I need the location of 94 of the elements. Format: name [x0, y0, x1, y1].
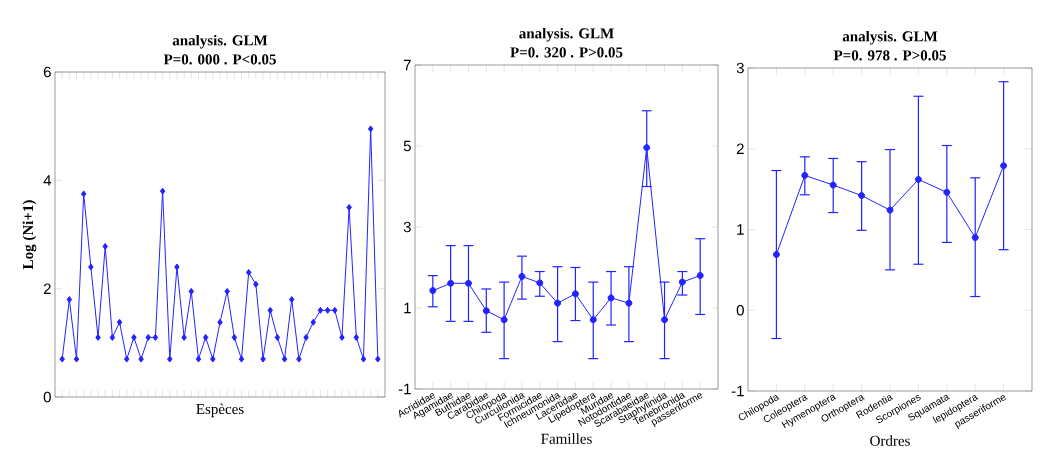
y-tick-label: 3 [736, 62, 744, 74]
point [274, 333, 281, 341]
point [138, 355, 144, 363]
point [429, 287, 437, 295]
point [159, 187, 166, 195]
point [181, 333, 187, 341]
y-tick-label: 4 [43, 175, 52, 186]
point [353, 333, 360, 341]
point [210, 355, 216, 363]
point [971, 234, 979, 242]
point [195, 355, 202, 363]
point [238, 355, 245, 363]
point [607, 294, 615, 302]
x-axis-title: Espèces [196, 403, 244, 418]
chart-title: analysis. GLM [519, 27, 614, 42]
point [73, 355, 80, 363]
point [447, 279, 455, 287]
point [886, 206, 894, 214]
point [625, 299, 633, 307]
y-tick-label: 0 [43, 391, 51, 403]
point [80, 190, 87, 198]
x-axis-title: Familles [541, 433, 592, 444]
y-axis-title: Log (Ni+1) [22, 200, 37, 270]
point [281, 355, 288, 363]
point [167, 355, 173, 363]
point [643, 144, 651, 152]
chart-subtitle: P=0. 978 . P>0.05 [833, 50, 946, 61]
point [482, 307, 490, 315]
point [303, 333, 309, 341]
y-tick-label: 6 [43, 66, 51, 78]
point [253, 280, 259, 288]
point [367, 125, 374, 133]
point [245, 268, 252, 276]
point [536, 279, 544, 287]
y-tick-label: 1 [737, 224, 744, 235]
point [829, 181, 837, 189]
point [332, 306, 338, 314]
point [801, 171, 809, 179]
chart-title: analysis. GLM [842, 30, 938, 45]
point [346, 203, 352, 211]
point [88, 263, 94, 271]
point [589, 316, 597, 324]
point [59, 355, 65, 363]
point [339, 333, 345, 341]
point [231, 333, 238, 341]
point [267, 306, 273, 314]
point [375, 355, 381, 363]
y-tick-label: -1 [398, 383, 411, 395]
y-tick-label: 1 [404, 302, 411, 314]
point [554, 299, 562, 307]
point [500, 316, 508, 324]
point [1000, 162, 1008, 170]
point [66, 296, 73, 303]
point [296, 355, 302, 363]
y-tick-label: 2 [736, 143, 744, 154]
point [518, 272, 526, 280]
point [464, 279, 472, 287]
y-tick-label: -1 [731, 385, 744, 397]
point [324, 306, 331, 314]
point [116, 318, 123, 326]
point [188, 287, 195, 295]
point [678, 278, 686, 286]
point [772, 251, 780, 259]
y-tick-label: 2 [43, 283, 51, 294]
point [152, 333, 159, 341]
y-tick-label: 5 [403, 140, 411, 152]
point [858, 192, 866, 200]
y-tick-label: 7 [403, 59, 411, 71]
point [943, 188, 951, 196]
point [260, 355, 266, 363]
point [289, 296, 295, 303]
point [571, 290, 579, 298]
point [310, 318, 316, 326]
point [174, 263, 180, 271]
point [696, 272, 704, 280]
chart-subtitle: P=0. 000 . P<0.05 [163, 54, 276, 65]
point [317, 306, 324, 314]
point [95, 333, 101, 341]
point [131, 333, 137, 341]
y-tick-label: 3 [403, 221, 411, 233]
chart-title: analysis. GLM [172, 34, 268, 49]
point [109, 333, 116, 341]
point [217, 318, 223, 326]
point [360, 355, 367, 363]
point [145, 333, 151, 341]
chart-subtitle: P=0. 320 . P>0.05 [510, 47, 623, 58]
point [661, 316, 669, 324]
point [224, 287, 230, 295]
point [124, 355, 130, 363]
point [914, 175, 922, 183]
x-axis-title: Ordres [870, 435, 910, 446]
y-tick-label: 0 [736, 304, 744, 316]
point [202, 333, 209, 341]
point [102, 242, 108, 250]
